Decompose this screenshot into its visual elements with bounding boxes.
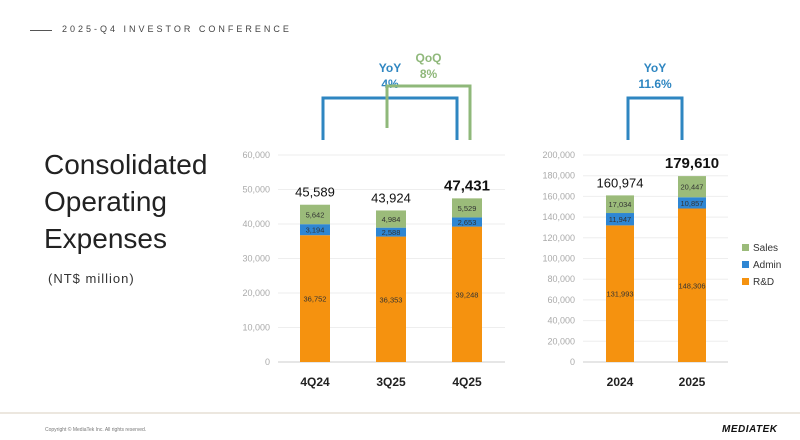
bar-sales — [376, 210, 406, 228]
x-tick-label: 4Q25 — [452, 375, 482, 389]
y-tick-label: 80,000 — [547, 274, 575, 284]
page-title: Consolidated Operating Expenses — [44, 149, 208, 254]
bar-rd — [300, 235, 330, 362]
data-label: 36,353 — [380, 295, 403, 304]
bar-sales — [300, 204, 330, 225]
legend-label: Sales — [753, 243, 778, 254]
data-label: 17,034 — [609, 200, 632, 209]
x-tick-label: 4Q24 — [300, 375, 330, 389]
y-tick-label: 160,000 — [542, 191, 575, 201]
y-tick-label: 200,000 — [542, 150, 575, 160]
y-tick-label: 40,000 — [242, 219, 270, 229]
bar-rd — [678, 208, 706, 362]
qoq-label: QoQ — [416, 51, 442, 65]
data-label: 2,653 — [458, 218, 477, 227]
y-tick-label: 20,000 — [242, 288, 270, 298]
bar-admin — [300, 224, 330, 236]
qoq-bracket — [385, 84, 472, 140]
data-label: 39,248 — [456, 290, 479, 299]
total-label: 179,610 — [665, 155, 719, 172]
y-tick-label: 60,000 — [242, 150, 270, 160]
bar-rd — [452, 226, 482, 362]
legend-swatch — [742, 261, 749, 268]
y-tick-label: 10,000 — [242, 323, 270, 333]
y-tick-label: 180,000 — [542, 171, 575, 181]
unit-label: (NT$ million) — [48, 271, 135, 286]
data-label: 148,306 — [678, 281, 705, 290]
x-tick-label: 2024 — [607, 375, 634, 389]
y-tick-label: 40,000 — [547, 316, 575, 326]
copyright: Copyright © MediaTek Inc. All rights res… — [45, 427, 147, 433]
y-tick-label: 30,000 — [242, 254, 270, 264]
yoy-bracket — [626, 96, 684, 140]
y-tick-label: 20,000 — [547, 336, 575, 346]
data-label: 11,947 — [609, 215, 631, 224]
yoy-value: 11.6% — [638, 77, 672, 91]
x-tick-label: 2025 — [679, 375, 706, 389]
bar-admin — [452, 217, 482, 227]
bar-sales — [606, 195, 634, 214]
bar-admin — [606, 213, 634, 226]
y-tick-label: 140,000 — [542, 212, 575, 222]
mediatek-logo: MEDIATEK — [722, 424, 778, 435]
y-tick-label: 60,000 — [547, 295, 575, 305]
footer-rule — [0, 412, 800, 414]
yoy-value: 4% — [381, 77, 399, 91]
y-tick-label: 0 — [265, 357, 270, 367]
bar-rd — [606, 225, 634, 362]
y-tick-label: 100,000 — [542, 254, 575, 264]
conference-header: 2025-Q4 INVESTOR CONFERENCE — [62, 24, 292, 34]
data-label: 3,194 — [306, 226, 325, 235]
x-tick-label: 3Q25 — [376, 375, 406, 389]
data-label: 5,529 — [458, 204, 477, 213]
y-tick-label: 50,000 — [242, 185, 270, 195]
y-tick-label: 0 — [570, 357, 575, 367]
yoy-label: YoY — [379, 61, 401, 75]
bar-sales — [678, 176, 706, 198]
yoy-bracket — [321, 96, 459, 140]
header-rule — [30, 30, 52, 31]
data-label: 10,857 — [681, 199, 704, 208]
bar-admin — [376, 227, 406, 237]
total-label: 45,589 — [295, 185, 335, 200]
data-label: 2,588 — [382, 228, 401, 237]
data-label: 36,752 — [304, 295, 327, 304]
qoq-value: 8% — [420, 67, 438, 81]
bar-sales — [452, 198, 482, 218]
legend-label: Admin — [753, 260, 781, 271]
bar-admin — [678, 197, 706, 209]
data-label: 131,993 — [606, 290, 633, 299]
y-tick-label: 120,000 — [542, 233, 575, 243]
bar-rd — [376, 236, 406, 362]
yoy-label: YoY — [644, 61, 666, 75]
total-label: 160,974 — [597, 175, 644, 190]
data-label: 5,642 — [306, 210, 325, 219]
total-label: 43,924 — [371, 190, 411, 205]
legend-label: R&D — [753, 277, 774, 288]
data-label: 4,984 — [382, 215, 401, 224]
legend-swatch — [742, 278, 749, 285]
legend-swatch — [742, 244, 749, 251]
total-label: 47,431 — [444, 177, 490, 194]
data-label: 20,447 — [681, 183, 704, 192]
